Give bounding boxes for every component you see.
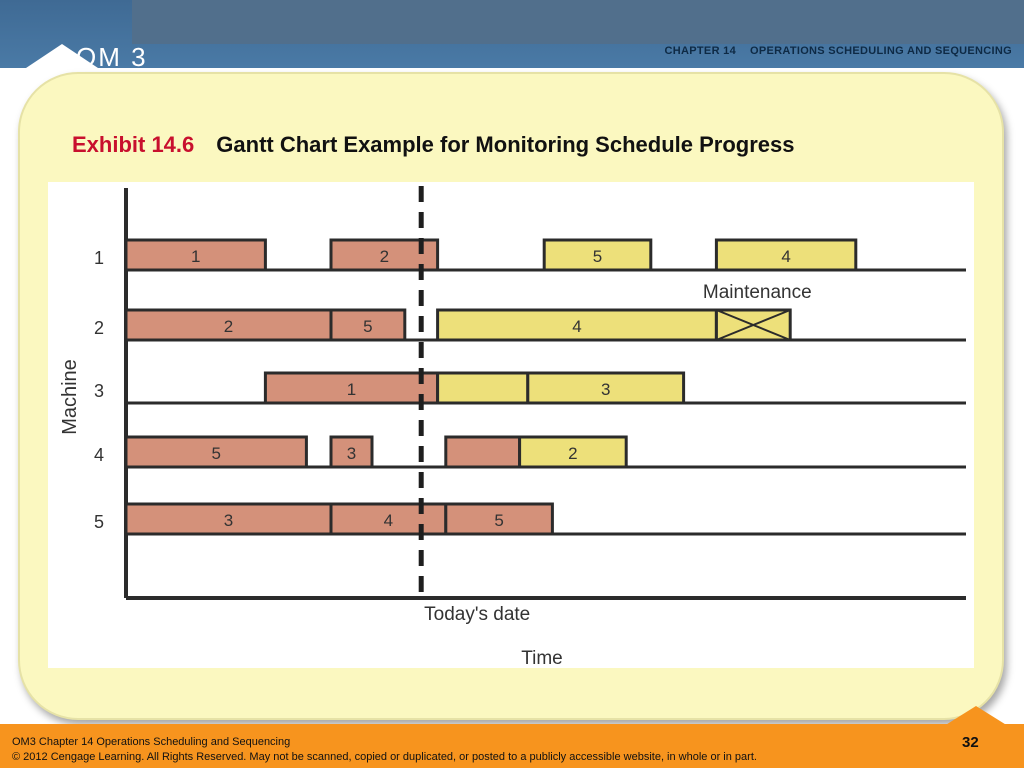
task-m1-4-remaining: [716, 240, 856, 270]
task-m5-5-label: 5: [494, 511, 503, 530]
footer-chapter: OM3 Chapter 14 Operations Scheduling and…: [12, 736, 291, 748]
task-m1-1-outline: [124, 238, 267, 272]
task-m1-5-label: 5: [593, 247, 602, 266]
task-m2-2-completed: [126, 310, 331, 340]
task-m4-5-completed: [126, 437, 307, 467]
task-m5-4-label: 4: [384, 511, 393, 530]
task-m4-3-outline: [329, 435, 374, 469]
x-axis-label: Time: [521, 648, 563, 668]
task-m1-1-label: 1: [191, 247, 200, 266]
task-m1-1-completed: [126, 240, 266, 270]
task-m1-5-outline: [542, 238, 653, 272]
task-m4-3-completed: [331, 437, 372, 467]
task-m3-1-label: 1: [347, 380, 356, 399]
task-m2-5-label: 5: [363, 317, 372, 336]
machine-label-4: 4: [94, 445, 104, 465]
today-label: Today's date: [424, 604, 530, 625]
task-m4-2-remaining: [519, 437, 627, 467]
footer-copyright: © 2012 Cengage Learning. All Rights Rese…: [12, 751, 757, 763]
task-m2-5-completed: [331, 310, 405, 340]
task-m2-4-label: 4: [572, 317, 581, 336]
maintenance-label: Maintenance: [703, 282, 812, 303]
task-m2-2-label: 2: [224, 317, 233, 336]
task-m4-3-label: 3: [347, 444, 356, 463]
logo-triangle-icon: [26, 44, 98, 68]
slide-title: Exhibit 14.6 Gantt Chart Example for Moni…: [72, 132, 794, 158]
task-m5-5-outline: [444, 502, 554, 536]
machine-label-1: 1: [94, 248, 104, 268]
task-m3-seg9-remaining: [437, 373, 528, 403]
chapter-heading: CHAPTER 14 OPERATIONS SCHEDULING AND SEQU…: [665, 45, 1012, 57]
exhibit-title: Gantt Chart Example for Monitoring Sched…: [216, 132, 795, 157]
task-m3-3-outline: [526, 371, 686, 405]
task-m3-3-remaining: [527, 373, 684, 403]
task-m4-5-outline: [124, 435, 308, 469]
gantt-svg: 1 2 3 4 5 Machine 1 2 5 4 2 5 4 Maintenance 1 3 5 3 2 3 4 5 To…: [59, 186, 966, 669]
task-m4-seg13-completed: [445, 437, 520, 467]
task-m1-4-outline: [714, 238, 858, 272]
chapter-title: OPERATIONS SCHEDULING AND SEQUENCING: [750, 45, 1012, 57]
footer-band: [0, 724, 1024, 768]
page-number: 32: [962, 734, 979, 751]
task-m4-2-label: 2: [568, 444, 577, 463]
task-m5-3-completed: [126, 504, 331, 534]
task-m3-3-label: 3: [601, 380, 610, 399]
task-m3-1-completed: [265, 373, 438, 403]
machine-label-3: 3: [94, 381, 104, 401]
exhibit-label: Exhibit 14.6: [72, 132, 195, 157]
task-m1-2-label: 2: [380, 247, 389, 266]
task-m5-3-label: 3: [224, 511, 233, 530]
task-m1-5-remaining: [544, 240, 651, 270]
task-m4-2-outline: [518, 435, 628, 469]
task-m4-5-label: 5: [211, 444, 220, 463]
task-m1-4-label: 4: [781, 247, 790, 266]
task-m2-4-remaining: [437, 310, 717, 340]
machine-label-2: 2: [94, 318, 104, 338]
task-m2-5-outline: [329, 308, 407, 342]
logo: OM 3: [76, 42, 148, 72]
task-m5-5-completed: [445, 504, 553, 534]
task-m2-seg7-outline: [714, 308, 792, 342]
gantt-chart: 1 2 3 4 5 Machine 1 2 5 4 2 5 4 Maintenance 1 3 5 3 2 3 4 5 To…: [48, 182, 974, 669]
y-axis-label: Machine: [59, 359, 81, 435]
machine-label-5: 5: [94, 512, 104, 532]
task-m1-2-outline: [329, 238, 440, 272]
task-m5-4-completed: [331, 504, 446, 534]
chapter-label: CHAPTER 14: [664, 45, 737, 57]
header-stripe: [132, 0, 1024, 44]
maintenance-cross-b: [716, 309, 791, 341]
footer-triangle-icon: [944, 706, 1008, 726]
